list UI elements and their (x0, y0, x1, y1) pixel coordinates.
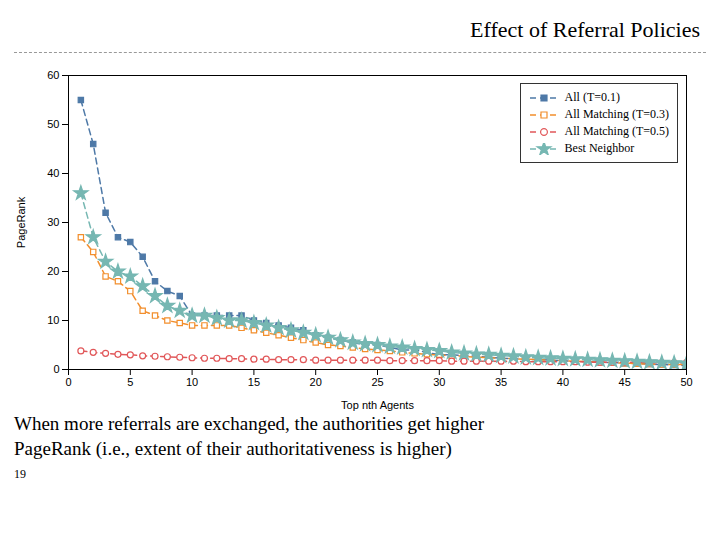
svg-text:5: 5 (127, 376, 133, 388)
html-text:All Matching (T=0.3): All Matching (T=0.3) (564, 107, 669, 121)
html-text:All (T=0.1): All (T=0.1) (564, 90, 620, 104)
svg-text:30: 30 (47, 216, 59, 228)
svg-text:Top nth Agents: Top nth Agents (341, 399, 414, 411)
svg-text:40: 40 (557, 376, 569, 388)
html-text:When more referrals are exchan: When more referrals are exchanged, the a… (14, 413, 484, 434)
svg-text:20: 20 (310, 376, 322, 388)
svg-text:10: 10 (47, 314, 59, 326)
svg-text:45: 45 (619, 376, 631, 388)
svg-text:50: 50 (680, 376, 692, 388)
svg-text:30: 30 (433, 376, 445, 388)
svg-text:40: 40 (47, 167, 59, 179)
svg-text:20: 20 (47, 265, 59, 277)
svg-text:0: 0 (53, 363, 59, 375)
svg-text:35: 35 (495, 376, 507, 388)
svg-text:50: 50 (47, 118, 59, 130)
svg-text:0: 0 (65, 376, 71, 388)
html-text:Effect of Referral Policies: Effect of Referral Policies (470, 17, 700, 42)
svg-text:PageRank: PageRank (15, 196, 27, 248)
svg-text:15: 15 (248, 376, 260, 388)
svg-text:25: 25 (371, 376, 383, 388)
html-text:19: 19 (14, 467, 26, 481)
html-text:Best Neighbor: Best Neighbor (564, 141, 635, 155)
html-text:PageRank (i.e., extent of thei: PageRank (i.e., extent of their authorit… (14, 438, 452, 459)
html-text:All Matching (T=0.5): All Matching (T=0.5) (564, 124, 669, 138)
svg-text:10: 10 (186, 376, 198, 388)
svg-text:60: 60 (47, 69, 59, 81)
